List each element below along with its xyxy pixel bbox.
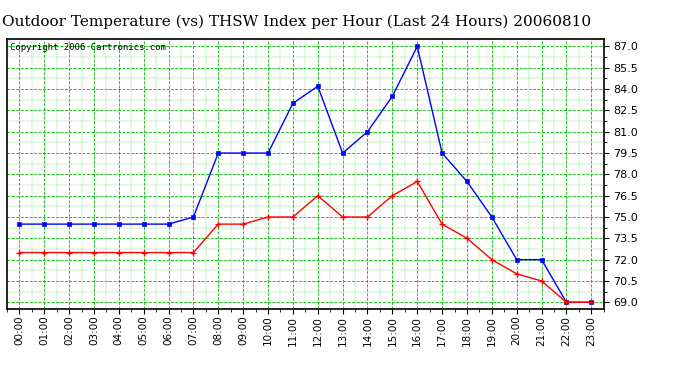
Text: Outdoor Temperature (vs) THSW Index per Hour (Last 24 Hours) 20060810: Outdoor Temperature (vs) THSW Index per …	[2, 15, 591, 29]
Text: Copyright 2006 Cartronics.com: Copyright 2006 Cartronics.com	[10, 44, 166, 52]
